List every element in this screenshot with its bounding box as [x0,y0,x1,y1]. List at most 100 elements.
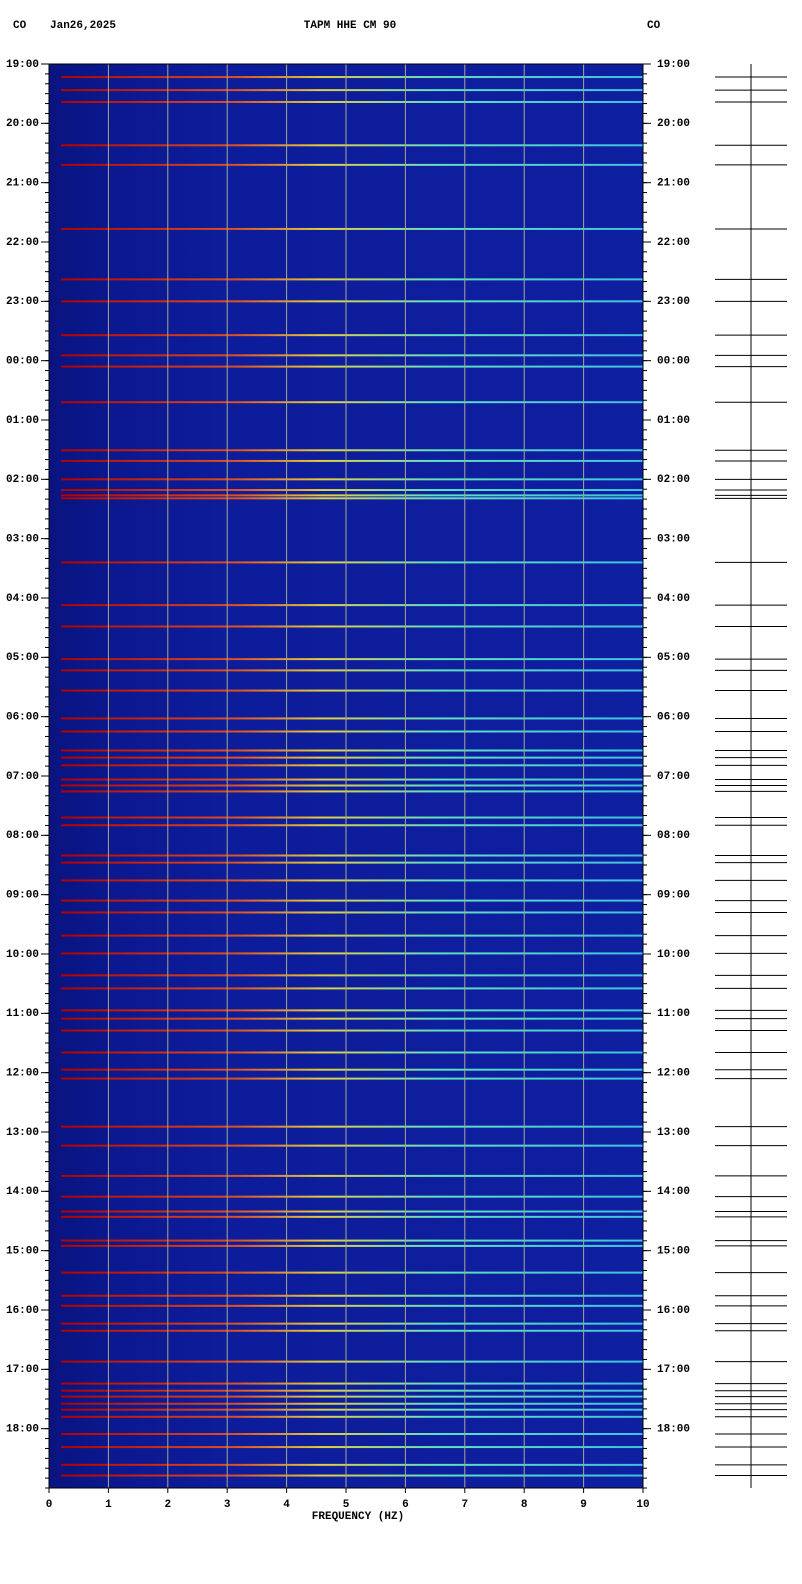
event-streak [61,689,643,692]
y-tick-label-right: 19:00 [657,59,690,71]
event-streak [61,730,643,733]
event-streak [61,449,643,452]
event-streak [61,879,643,882]
y-tick-label-left: 15:00 [6,1246,39,1258]
y-tick-label-left: 23:00 [6,296,39,308]
event-streak [61,1210,643,1213]
chart-title: TAPM HHE CM 90 [304,20,396,32]
event-streak [61,717,643,720]
event-streak [61,816,643,819]
event-streak [61,790,643,793]
y-tick-label-right: 16:00 [657,1305,690,1317]
event-streak [61,854,643,857]
y-tick-label-right: 01:00 [657,415,690,427]
y-tick-label-left: 22:00 [6,237,39,249]
y-tick-label-right: 02:00 [657,474,690,486]
y-tick-label-right: 13:00 [657,1127,690,1139]
x-tick-label: 0 [46,1499,53,1511]
y-tick-label-left: 06:00 [6,712,39,724]
event-streak [61,354,643,357]
y-tick-label-right: 10:00 [657,949,690,961]
event-streak [61,1382,643,1385]
date: Jan26,2025 [50,20,116,32]
x-tick-label: 2 [164,1499,171,1511]
network-left: CO [13,20,27,32]
event-streak [61,1017,643,1020]
event-streak [61,824,643,827]
y-tick-label-left: 17:00 [6,1364,39,1376]
y-tick-label-right: 14:00 [657,1186,690,1198]
y-tick-label-left: 08:00 [6,830,39,842]
event-streak [61,899,643,902]
event-streak [61,163,643,166]
event-streak [61,365,643,368]
x-tick-label: 10 [636,1499,649,1511]
event-streak [61,76,643,79]
y-tick-label-right: 06:00 [657,712,690,724]
event-streak [61,1329,643,1332]
y-tick-label-right: 18:00 [657,1424,690,1436]
y-tick-label-right: 11:00 [657,1008,690,1020]
event-streak [61,1395,643,1398]
y-tick-label-right: 07:00 [657,771,690,783]
y-tick-label-left: 01:00 [6,415,39,427]
event-streak [61,1474,643,1477]
event-streak [61,1077,643,1080]
event-streak [61,974,643,977]
y-tick-label-left: 05:00 [6,652,39,664]
y-tick-label-right: 17:00 [657,1364,690,1376]
event-streak [61,1215,643,1218]
x-tick-label: 8 [521,1499,528,1511]
y-tick-label-left: 00:00 [6,356,39,368]
event-streak [61,300,643,303]
event-streak [61,987,643,990]
x-tick-label: 3 [224,1499,231,1511]
event-streak [61,1271,643,1274]
y-tick-label-left: 03:00 [6,534,39,546]
event-streak [61,1446,643,1449]
event-streak [61,1408,643,1411]
event-streak [61,100,643,103]
event-streak [61,952,643,955]
y-tick-label-left: 11:00 [6,1008,39,1020]
y-tick-label-right: 22:00 [657,237,690,249]
y-tick-label-left: 14:00 [6,1186,39,1198]
event-streak [61,1294,643,1297]
x-tick-label: 7 [461,1499,468,1511]
y-tick-label-right: 15:00 [657,1246,690,1258]
event-streak [61,1415,643,1418]
event-streak [61,1433,643,1436]
event-streak [61,749,643,752]
y-tick-label-left: 13:00 [6,1127,39,1139]
y-tick-label-right: 00:00 [657,356,690,368]
x-tick-label: 6 [402,1499,409,1511]
event-streak [61,1389,643,1392]
event-streak [61,1125,643,1128]
y-tick-label-right: 05:00 [657,652,690,664]
event-streak [61,756,643,759]
event-streak [61,1244,643,1247]
y-tick-label-right: 08:00 [657,830,690,842]
plot-frame [48,63,644,1489]
y-tick-label-right: 09:00 [657,890,690,902]
x-tick-label: 5 [343,1499,350,1511]
y-tick-label-left: 10:00 [6,949,39,961]
event-streak [61,604,643,607]
x-tick-label: 4 [283,1499,290,1511]
event-streak [61,669,643,672]
event-streak [61,334,643,337]
event-streak [61,89,643,92]
y-tick-label-right: 20:00 [657,118,690,130]
event-streak [61,934,643,937]
event-streak [61,278,643,281]
event-streak [61,1304,643,1307]
y-tick-label-right: 04:00 [657,593,690,605]
event-streak [61,561,643,564]
y-tick-label-left: 18:00 [6,1424,39,1436]
event-streak [61,784,643,787]
event-streak [61,658,643,661]
event-streak [61,861,643,864]
event-streak [61,911,643,914]
event-streak [61,625,643,628]
